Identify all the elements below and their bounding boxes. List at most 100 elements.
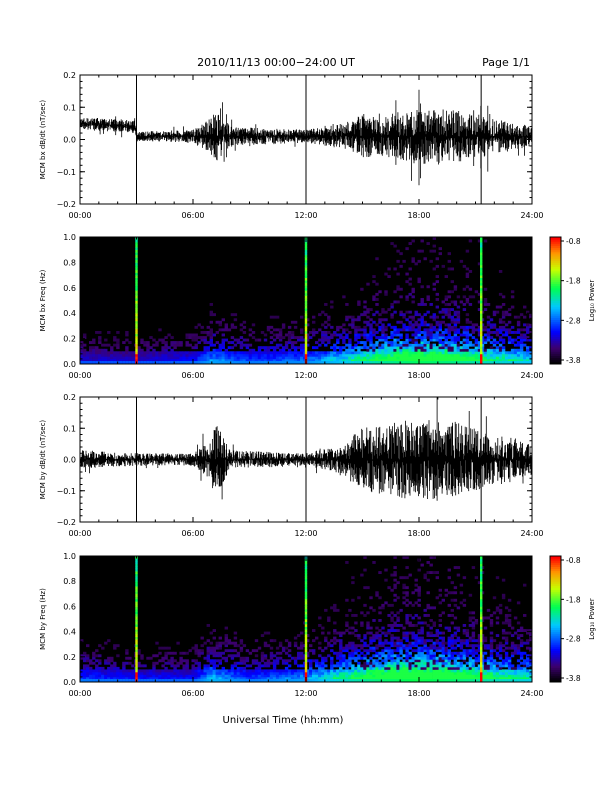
- heatmap-cell: [170, 353, 174, 357]
- heatmap-cell: [495, 679, 500, 682]
- broadband-stripe: [480, 320, 483, 324]
- broadband-stripe: [135, 606, 138, 610]
- heatmap-cell: [366, 351, 370, 355]
- heatmap-cell: [519, 644, 524, 648]
- heatmap-cell: [182, 669, 186, 673]
- heatmap-cell: [266, 659, 271, 663]
- heatmap-cell: [369, 328, 373, 332]
- heatmap-cell: [348, 664, 352, 668]
- heatmap-cell: [375, 353, 379, 357]
- heatmap-cell: [324, 303, 328, 306]
- heatmap-cell: [287, 331, 292, 334]
- heatmap-cell: [315, 341, 319, 344]
- heatmap-cell: [309, 336, 313, 339]
- heatmap-cell: [459, 677, 464, 680]
- heatmap-cell: [393, 244, 397, 248]
- heatmap-cell: [450, 300, 454, 304]
- heatmap-cell: [149, 336, 153, 339]
- heatmap-cell: [251, 669, 256, 673]
- heatmap-cell: [209, 646, 213, 650]
- heatmap-cell: [275, 336, 280, 339]
- colorbar-segment: [550, 361, 561, 365]
- heatmap-cell: [333, 343, 337, 347]
- heatmap-cell: [239, 641, 244, 645]
- heatmap-cell: [312, 353, 316, 357]
- heatmap-cell: [357, 661, 361, 665]
- heatmap-cell: [257, 346, 262, 350]
- heatmap-cell: [432, 336, 436, 339]
- heatmap-cell: [513, 666, 518, 670]
- heatmap-cell: [333, 348, 337, 352]
- heatmap-cell: [450, 346, 454, 350]
- heatmap-cell: [363, 614, 367, 617]
- heatmap-cell: [495, 674, 500, 678]
- heatmap-cell: [218, 636, 222, 640]
- heatmap-cell: [390, 626, 394, 630]
- broadband-stripe: [304, 578, 308, 582]
- heatmap-cell: [492, 325, 497, 329]
- heatmap-cell: [408, 679, 412, 682]
- heatmap-cell: [420, 331, 424, 334]
- heatmap-cell: [260, 656, 265, 660]
- heatmap-cell: [387, 674, 391, 678]
- heatmap-cell: [293, 661, 298, 665]
- heatmap-cell: [224, 338, 228, 342]
- heatmap-cell: [143, 356, 147, 360]
- heatmap-cell: [486, 646, 491, 650]
- heatmap-cell: [408, 320, 412, 324]
- heatmap-cell: [390, 666, 394, 670]
- heatmap-cell: [390, 603, 394, 607]
- heatmap-cell: [420, 348, 424, 352]
- heatmap-cell: [447, 591, 451, 595]
- heatmap-cell: [116, 341, 120, 344]
- heatmap-cell: [197, 669, 201, 673]
- heatmap-cell: [333, 603, 337, 607]
- heatmap-cell: [504, 654, 509, 658]
- heatmap-cell: [477, 358, 482, 362]
- broadband-stripe: [304, 593, 308, 597]
- heatmap-cell: [393, 629, 397, 632]
- heatmap-cell: [523, 343, 527, 347]
- heatmap-cell: [519, 651, 524, 655]
- heatmap-cell: [453, 356, 458, 360]
- heatmap-cell: [182, 679, 186, 682]
- heatmap-cell: [357, 669, 361, 673]
- heatmap-cell: [495, 331, 500, 334]
- heatmap-cell: [417, 336, 421, 339]
- heatmap-cell: [173, 341, 177, 344]
- heatmap-cell: [327, 669, 331, 673]
- heatmap-cell: [152, 351, 156, 355]
- heatmap-cell: [345, 677, 349, 680]
- heatmap-cell: [312, 358, 316, 362]
- heatmap-cell: [173, 669, 177, 673]
- heatmap-cell: [435, 264, 439, 268]
- heatmap-cell: [80, 669, 84, 673]
- heatmap-cell: [176, 641, 180, 645]
- heatmap-cell: [438, 671, 442, 675]
- heatmap-cell: [381, 333, 385, 337]
- heatmap-cell: [402, 556, 406, 559]
- heatmap-cell: [526, 639, 530, 643]
- heatmap-cell: [173, 358, 177, 362]
- heatmap-cell: [480, 353, 485, 357]
- heatmap-cell: [110, 679, 114, 682]
- heatmap-cell: [251, 671, 256, 675]
- heatmap-cell: [429, 661, 433, 665]
- heatmap-cell: [290, 679, 295, 682]
- heatmap-cell: [366, 310, 370, 314]
- heatmap-cell: [233, 325, 238, 329]
- heatmap-cell: [300, 315, 304, 319]
- heatmap-cell: [447, 649, 451, 653]
- broadband-stripe: [480, 244, 483, 248]
- heatmap-cell: [468, 303, 473, 306]
- heatmap-cell: [339, 346, 343, 350]
- heatmap-cell: [384, 353, 388, 357]
- heatmap-cell: [290, 353, 295, 357]
- heatmap-cell: [348, 659, 352, 663]
- heatmap-cell: [456, 348, 461, 352]
- heatmap-cell: [510, 646, 515, 650]
- heatmap-cell: [218, 328, 222, 332]
- heatmap-cell: [474, 621, 479, 625]
- heatmap-cell: [438, 341, 442, 344]
- y-tick-label: 1.0: [63, 233, 76, 242]
